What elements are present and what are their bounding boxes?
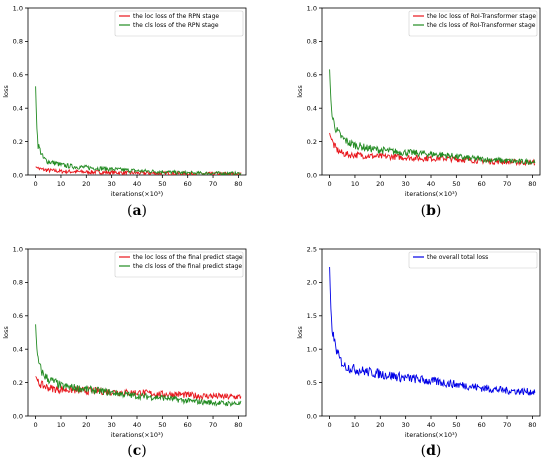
y-tick-label: 1.0 bbox=[13, 4, 23, 12]
x-tick-label: 0 bbox=[328, 180, 332, 188]
y-tick-label: 0.5 bbox=[307, 379, 317, 387]
x-tick-label: 50 bbox=[452, 180, 460, 188]
x-tick-label: 10 bbox=[57, 180, 65, 188]
x-axis-label: iterations(×10³) bbox=[405, 431, 457, 439]
x-tick-label: 70 bbox=[209, 421, 217, 429]
x-tick-label: 10 bbox=[351, 180, 359, 188]
y-tick-label: 0.0 bbox=[307, 171, 317, 179]
y-tick-label: 0.4 bbox=[13, 105, 23, 113]
x-tick-label: 60 bbox=[478, 421, 486, 429]
x-tick-label: 40 bbox=[427, 180, 435, 188]
x-tick-label: 30 bbox=[402, 180, 410, 188]
legend-label: the cls loss of the RPN stage bbox=[133, 22, 219, 29]
chart-panel-d: 0 10 20 30 40 50 60 70 80 0.0 0.5 1.0 1.5 2.0 2.5 itera… bbox=[296, 245, 541, 439]
y-tick-label: 0.0 bbox=[307, 412, 317, 420]
x-tick-label: 50 bbox=[158, 180, 166, 188]
y-axis-label: loss bbox=[2, 326, 10, 339]
x-tick-label: 70 bbox=[503, 180, 511, 188]
x-tick-label: 40 bbox=[133, 421, 141, 429]
legend-box bbox=[408, 10, 538, 37]
x-tick-label: 10 bbox=[351, 421, 359, 429]
x-tick-label: 80 bbox=[234, 180, 242, 188]
x-tick-label: 50 bbox=[452, 421, 460, 429]
y-tick-label: 1.0 bbox=[307, 4, 317, 12]
y-tick-label: 0.2 bbox=[13, 138, 23, 146]
y-tick-label: 0.8 bbox=[307, 38, 317, 46]
chart-panel-b: 0 10 20 30 40 50 60 70 80 0.0 0.2 0.4 0.6 0.8 1.0 itera… bbox=[296, 4, 541, 198]
x-tick-label: 10 bbox=[57, 421, 65, 429]
y-tick-label: 0.4 bbox=[13, 346, 23, 354]
x-tick-label: 20 bbox=[376, 421, 384, 429]
x-tick-label: 0 bbox=[34, 421, 38, 429]
y-tick-label: 0.6 bbox=[307, 71, 317, 79]
y-tick-label: 2.0 bbox=[307, 279, 317, 287]
series-line-1 bbox=[35, 324, 242, 407]
x-tick-label: 20 bbox=[376, 180, 384, 188]
y-tick-label: 0.0 bbox=[13, 412, 23, 420]
legend-label: the overall total loss bbox=[427, 254, 488, 261]
x-tick-label: 60 bbox=[478, 180, 486, 188]
y-tick-label: 0.2 bbox=[307, 138, 317, 146]
y-tick-label: 2.5 bbox=[307, 245, 317, 253]
legend-label: the cls loss of the final predict stage bbox=[133, 263, 242, 270]
y-tick-label: 0.4 bbox=[307, 105, 317, 113]
x-tick-label: 80 bbox=[528, 421, 536, 429]
series-line-0 bbox=[329, 132, 536, 167]
x-tick-label: 40 bbox=[133, 180, 141, 188]
chart-panel-a: 0 10 20 30 40 50 60 70 80 0.0 0.2 0.4 0.6 0.8 1.0 itera… bbox=[2, 4, 247, 198]
y-axis-label: loss bbox=[296, 85, 304, 98]
y-tick-label: 0.8 bbox=[13, 38, 23, 46]
y-tick-label: 0.8 bbox=[13, 279, 23, 287]
x-tick-label: 0 bbox=[34, 180, 38, 188]
legend-box bbox=[114, 251, 244, 278]
chart-panel-c: 0 10 20 30 40 50 60 70 80 0.0 0.2 0.4 0.6 0.8 1.0 itera… bbox=[2, 245, 247, 439]
legend-box bbox=[408, 251, 538, 269]
x-tick-label: 40 bbox=[427, 421, 435, 429]
y-tick-label: 0.6 bbox=[13, 312, 23, 320]
caption-b: (b) bbox=[420, 203, 442, 219]
caption-d: (d) bbox=[420, 443, 442, 459]
x-tick-label: 30 bbox=[108, 180, 116, 188]
x-tick-label: 60 bbox=[184, 180, 192, 188]
legend-label: the loc loss of RoI-Transformer stage bbox=[427, 13, 536, 20]
x-axis-label: iterations(×10³) bbox=[405, 190, 457, 198]
y-tick-label: 0.2 bbox=[13, 379, 23, 387]
legend-label: the cls loss of RoI-Transformer stage bbox=[427, 22, 536, 29]
x-tick-label: 80 bbox=[234, 421, 242, 429]
x-tick-label: 70 bbox=[503, 421, 511, 429]
legend-label: the loc loss of the final predict stage bbox=[133, 254, 243, 261]
x-tick-label: 80 bbox=[528, 180, 536, 188]
y-tick-label: 1.0 bbox=[307, 346, 317, 354]
x-tick-label: 60 bbox=[184, 421, 192, 429]
caption-a: (a) bbox=[126, 203, 147, 219]
y-tick-label: 1.5 bbox=[307, 312, 317, 320]
x-tick-label: 20 bbox=[82, 421, 90, 429]
y-tick-label: 1.0 bbox=[13, 245, 23, 253]
y-axis-label: loss bbox=[2, 85, 10, 98]
x-tick-label: 50 bbox=[158, 421, 166, 429]
y-tick-label: 0.0 bbox=[13, 171, 23, 179]
legend-label: the loc loss of the RPN stage bbox=[133, 13, 219, 20]
x-tick-label: 30 bbox=[108, 421, 116, 429]
x-axis-label: iterations(×10³) bbox=[111, 431, 163, 439]
x-tick-label: 20 bbox=[82, 180, 90, 188]
series-line-0 bbox=[35, 376, 242, 401]
series-line-0 bbox=[329, 266, 536, 396]
x-axis-label: iterations(×10³) bbox=[111, 190, 163, 198]
series-line-1 bbox=[329, 69, 536, 165]
legend-box bbox=[114, 10, 244, 37]
x-tick-label: 0 bbox=[328, 421, 332, 429]
series-line-1 bbox=[35, 86, 242, 175]
y-axis-label: loss bbox=[296, 326, 304, 339]
x-tick-label: 70 bbox=[209, 180, 217, 188]
x-tick-label: 30 bbox=[402, 421, 410, 429]
caption-c: (c) bbox=[127, 443, 147, 459]
y-tick-label: 0.6 bbox=[13, 71, 23, 79]
